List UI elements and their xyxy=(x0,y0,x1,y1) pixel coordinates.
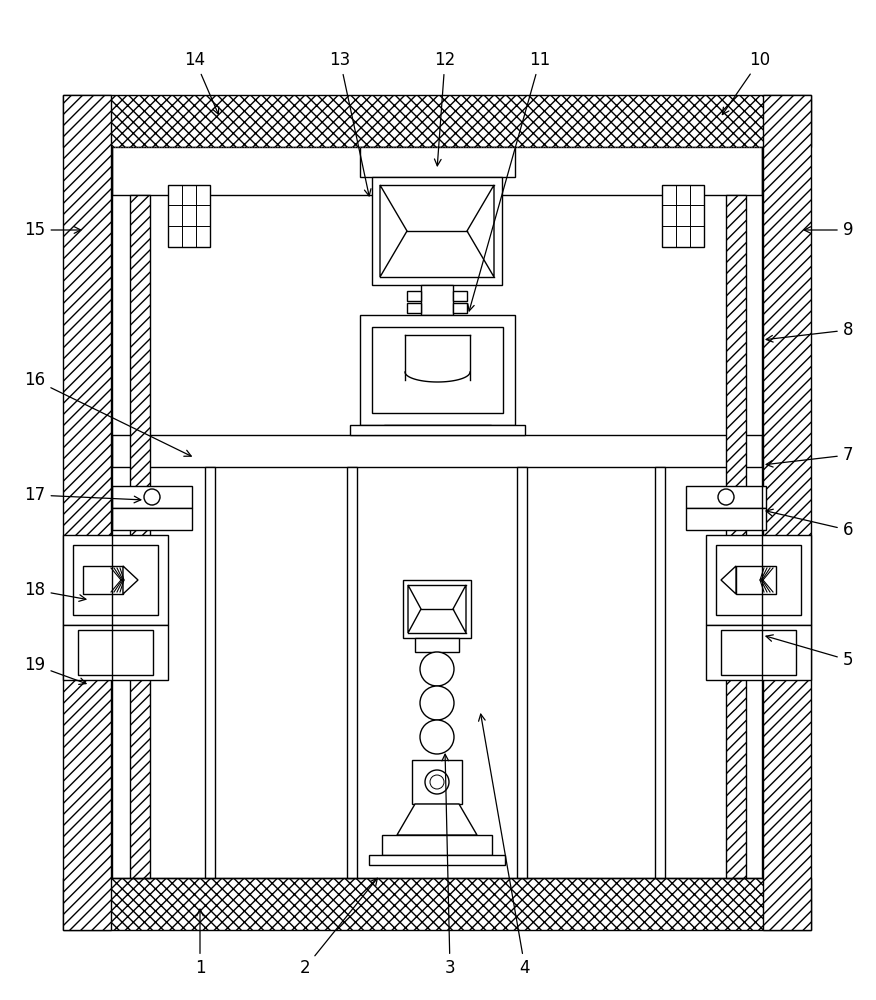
Bar xyxy=(63,625,168,680)
Bar xyxy=(63,95,811,147)
Bar xyxy=(415,638,459,652)
Bar xyxy=(382,835,492,855)
Bar xyxy=(360,147,515,177)
Text: 13: 13 xyxy=(329,51,371,196)
Bar xyxy=(716,545,801,615)
Circle shape xyxy=(420,720,454,754)
Text: 9: 9 xyxy=(804,221,853,239)
Bar xyxy=(706,625,811,680)
Bar xyxy=(360,315,515,425)
Bar xyxy=(655,467,665,878)
Bar xyxy=(112,508,192,530)
Bar xyxy=(706,535,811,625)
Text: 17: 17 xyxy=(25,486,141,504)
Bar xyxy=(369,855,505,865)
Bar xyxy=(78,630,153,675)
Bar xyxy=(726,195,746,878)
Circle shape xyxy=(718,489,734,505)
Text: 5: 5 xyxy=(766,635,853,669)
Bar xyxy=(347,467,357,878)
Bar xyxy=(736,566,776,594)
Text: 4: 4 xyxy=(478,714,530,977)
Bar xyxy=(63,878,811,930)
Circle shape xyxy=(144,489,160,505)
Bar xyxy=(73,545,158,615)
Bar xyxy=(63,535,168,625)
Text: 1: 1 xyxy=(194,909,205,977)
Polygon shape xyxy=(408,585,421,633)
Bar xyxy=(453,303,467,313)
Circle shape xyxy=(425,770,449,794)
Polygon shape xyxy=(123,566,138,594)
Polygon shape xyxy=(721,566,736,594)
Bar xyxy=(350,425,525,435)
Polygon shape xyxy=(467,185,494,277)
Polygon shape xyxy=(397,804,477,835)
Text: 2: 2 xyxy=(300,878,378,977)
Bar xyxy=(517,467,527,878)
Text: 14: 14 xyxy=(185,51,219,114)
Bar xyxy=(63,95,111,930)
Text: 8: 8 xyxy=(766,321,853,342)
Bar xyxy=(384,425,491,455)
Bar xyxy=(453,291,467,301)
Bar xyxy=(130,195,150,878)
Bar xyxy=(112,486,192,508)
Polygon shape xyxy=(380,185,407,277)
Circle shape xyxy=(420,652,454,686)
Circle shape xyxy=(420,686,454,720)
Text: 16: 16 xyxy=(25,371,191,456)
Bar xyxy=(686,486,766,508)
Bar xyxy=(168,185,210,247)
Bar xyxy=(403,580,471,638)
Bar xyxy=(112,435,762,467)
Bar xyxy=(407,303,421,313)
Text: 15: 15 xyxy=(25,221,81,239)
Bar xyxy=(662,185,704,247)
Bar xyxy=(407,291,421,301)
Bar xyxy=(421,285,453,315)
Bar xyxy=(83,566,123,594)
Bar xyxy=(721,630,796,675)
Text: 10: 10 xyxy=(723,51,771,115)
Text: 6: 6 xyxy=(766,509,853,539)
Text: 19: 19 xyxy=(25,656,86,684)
Text: 11: 11 xyxy=(468,51,551,311)
Polygon shape xyxy=(453,585,466,633)
Bar xyxy=(112,147,762,195)
Text: 18: 18 xyxy=(25,581,86,601)
Bar xyxy=(205,467,215,878)
Bar xyxy=(763,95,811,930)
Bar xyxy=(412,760,462,804)
Bar xyxy=(372,327,503,413)
Text: 12: 12 xyxy=(434,51,456,166)
Text: 3: 3 xyxy=(442,754,456,977)
Bar xyxy=(686,508,766,530)
Circle shape xyxy=(430,775,444,789)
Bar xyxy=(372,177,502,285)
Text: 7: 7 xyxy=(766,446,853,467)
